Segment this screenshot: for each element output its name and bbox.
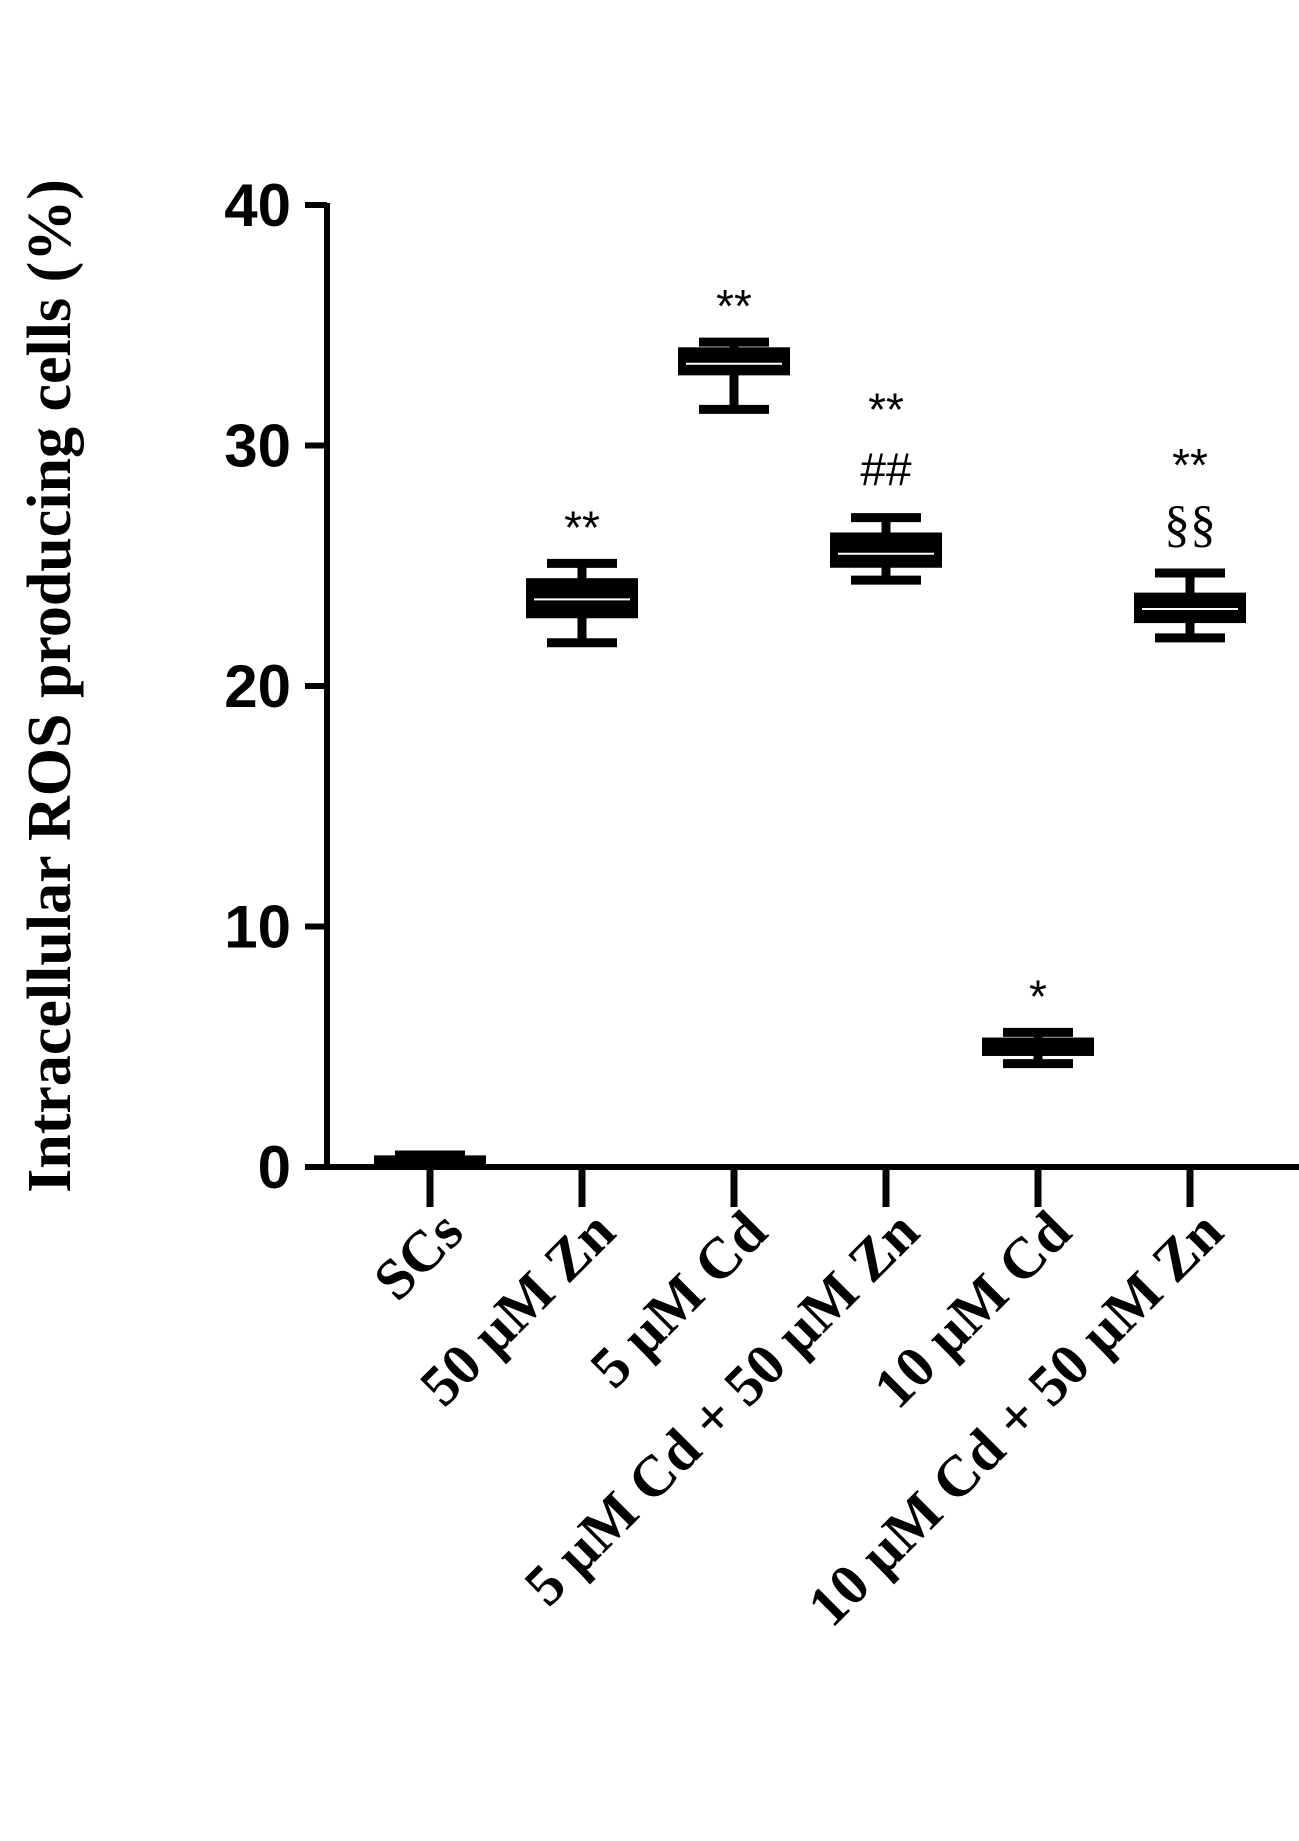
box-body: [830, 532, 942, 568]
annotations: ******##***§§: [564, 280, 1216, 1022]
significance-label: §§: [1164, 496, 1216, 553]
significance-label: **: [716, 280, 752, 332]
category-label: SCs: [361, 1198, 475, 1312]
box-3: [830, 513, 942, 585]
box-body: [374, 1155, 486, 1168]
boxes: [374, 337, 1246, 1170]
y-tick-label: 20: [224, 653, 291, 720]
y-axis-label-group: Intracellular ROS producing cells (%): [16, 179, 84, 1193]
significance-label: **: [564, 501, 600, 553]
y-tick-label: 10: [224, 894, 291, 961]
box-5: [1134, 568, 1246, 643]
box-2: [678, 337, 790, 414]
box-4: [982, 1027, 1094, 1069]
box-body: [982, 1037, 1094, 1056]
box-body: [1134, 592, 1246, 624]
y-tick-label: 40: [224, 172, 291, 239]
box-1: [526, 558, 638, 648]
y-tick-label: 30: [224, 413, 291, 480]
axes: 0 10 20 30 40: [224, 172, 1299, 1207]
box-body: [678, 347, 790, 376]
box-0: [374, 1150, 486, 1170]
y-axis-label: Intracellular ROS producing cells (%): [16, 179, 84, 1193]
significance-label: **: [1172, 439, 1208, 491]
significance-label: *: [1029, 970, 1047, 1022]
significance-label: **: [868, 384, 904, 436]
box-body: [526, 578, 638, 619]
significance-label: ##: [860, 444, 912, 496]
y-tick-label: 0: [258, 1134, 291, 1201]
